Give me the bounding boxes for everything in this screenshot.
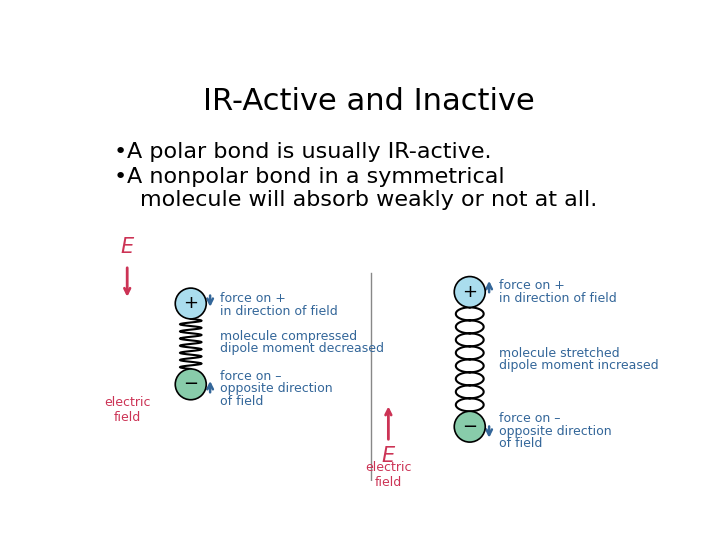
Text: opposite direction: opposite direction	[499, 425, 612, 438]
Text: A polar bond is usually IR-active.: A polar bond is usually IR-active.	[127, 142, 492, 162]
Text: −: −	[183, 375, 198, 393]
Text: E: E	[120, 237, 134, 257]
Text: opposite direction: opposite direction	[220, 382, 333, 395]
Text: force on –: force on –	[499, 413, 561, 426]
Text: E: E	[382, 446, 395, 466]
Text: force on +: force on +	[220, 292, 286, 306]
Ellipse shape	[454, 411, 485, 442]
Text: of field: of field	[499, 437, 543, 450]
Text: electric
field: electric field	[104, 396, 150, 424]
Text: in direction of field: in direction of field	[499, 292, 617, 305]
Text: +: +	[184, 294, 198, 313]
Ellipse shape	[175, 288, 206, 319]
Text: −: −	[462, 418, 477, 436]
Text: molecule stretched: molecule stretched	[499, 347, 620, 360]
Text: force on +: force on +	[499, 279, 565, 292]
Text: IR-Active and Inactive: IR-Active and Inactive	[203, 87, 535, 116]
Text: in direction of field: in direction of field	[220, 305, 338, 318]
Text: •: •	[113, 167, 127, 187]
Text: electric
field: electric field	[365, 461, 412, 489]
Text: dipole moment increased: dipole moment increased	[499, 359, 659, 372]
Text: of field: of field	[220, 395, 264, 408]
Text: dipole moment decreased: dipole moment decreased	[220, 342, 384, 355]
Text: •: •	[113, 142, 127, 162]
Text: +: +	[462, 283, 477, 301]
Text: A nonpolar bond in a symmetrical: A nonpolar bond in a symmetrical	[127, 167, 505, 187]
Text: molecule will absorb weakly or not at all.: molecule will absorb weakly or not at al…	[140, 190, 598, 210]
Text: molecule compressed: molecule compressed	[220, 330, 357, 343]
Ellipse shape	[454, 276, 485, 307]
Ellipse shape	[175, 369, 206, 400]
Text: force on –: force on –	[220, 370, 282, 383]
